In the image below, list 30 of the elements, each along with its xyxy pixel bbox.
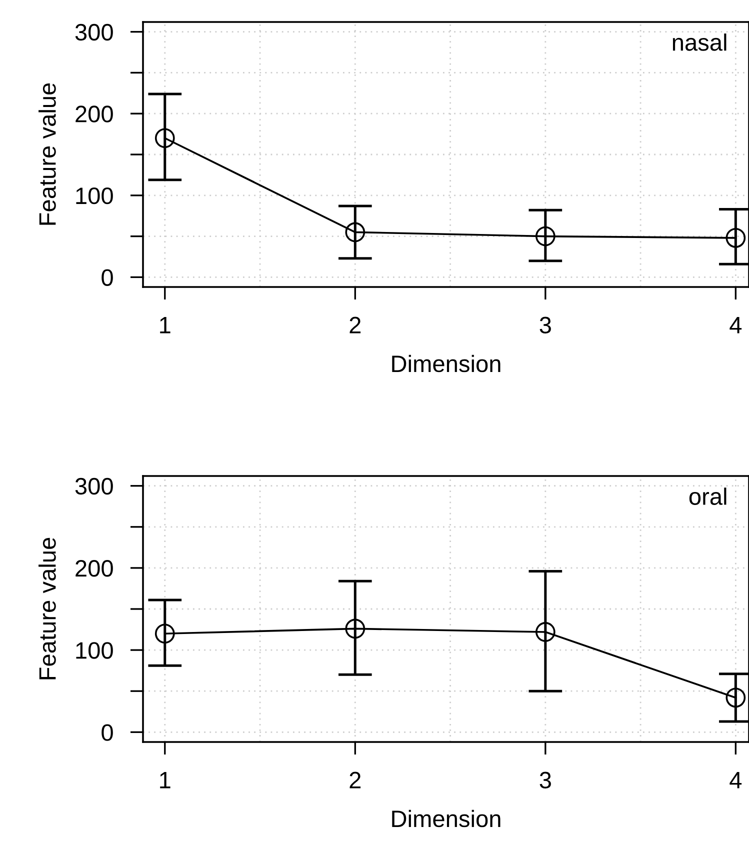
x-tick-label: 4 <box>730 772 742 788</box>
x-tick-label: 3 <box>540 772 551 789</box>
y-tick-label: 0 <box>102 269 113 286</box>
point <box>345 618 366 639</box>
y-tick-label: 200 <box>76 560 113 577</box>
y-axis-title: Feature value <box>38 538 56 680</box>
y-tick-label: 100 <box>76 642 113 659</box>
point <box>535 622 556 642</box>
y-tick-label: 300 <box>75 24 113 41</box>
x-tick-label: 1 <box>160 772 170 788</box>
x-tick-label: 3 <box>540 316 551 334</box>
annotation: nasal <box>672 34 726 51</box>
point <box>726 228 746 248</box>
y-tick-label: 0 <box>102 724 113 741</box>
x-tick-label: 1 <box>160 317 170 334</box>
y-tick-label: 300 <box>75 478 113 495</box>
point <box>345 222 366 242</box>
x-tick-label: 4 <box>730 317 742 334</box>
point <box>726 688 746 708</box>
y-tick-label: 200 <box>76 106 113 122</box>
y-axis-title: Feature value <box>38 83 56 225</box>
x-tick-label: 2 <box>350 316 361 334</box>
point <box>154 624 175 644</box>
point <box>154 128 175 148</box>
annotation: oral <box>689 488 726 505</box>
x-axis-title: Dimension <box>392 354 500 372</box>
point <box>535 226 556 246</box>
x-tick-label: 2 <box>350 772 361 788</box>
y-tick-label: 100 <box>76 187 113 204</box>
x-axis-title: Dimension <box>392 810 500 828</box>
